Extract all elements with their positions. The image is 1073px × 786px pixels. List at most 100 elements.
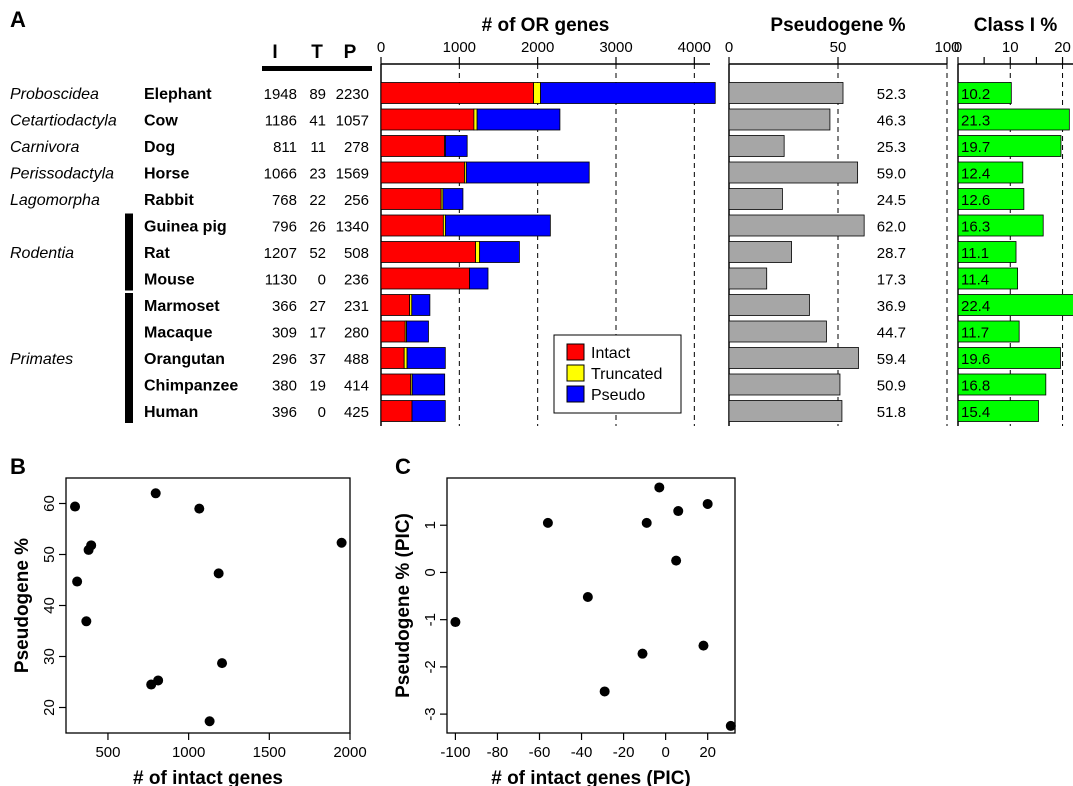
pseudo-bar <box>411 294 431 316</box>
truncated-count: 22 <box>309 192 326 209</box>
intact-bar <box>380 294 411 316</box>
intact-count: 366 <box>272 298 297 315</box>
intact-count: 296 <box>272 351 297 368</box>
pseudogene-bar <box>728 82 844 104</box>
clade-label: Primates <box>10 351 73 368</box>
scatter-b-point <box>81 616 92 627</box>
pseudogene-bar <box>728 214 865 237</box>
intact-count: 380 <box>272 378 297 395</box>
or-tick-label: 3000 <box>599 39 632 56</box>
scatter-c-x-axis-label: # of intact genes (PIC) <box>491 768 691 786</box>
class1-bar <box>957 108 1070 131</box>
scatter-c-y-axis-label: Pseudogene % (PIC) <box>393 513 414 698</box>
scatter-c-y-tick-label: 0 <box>422 568 439 576</box>
species-label: Horse <box>144 166 189 183</box>
clade-label: Rodentia <box>10 245 74 262</box>
pseudo-count: 414 <box>344 378 369 395</box>
intact-count: 796 <box>272 219 297 236</box>
class1-bar <box>957 161 1024 184</box>
or-tick-label: 4000 <box>678 39 711 56</box>
pseudo-count: 1057 <box>336 113 369 130</box>
species-label: Rat <box>144 245 170 262</box>
pseudogene-bar <box>728 241 792 263</box>
species-label: Human <box>144 404 198 421</box>
intact-count: 396 <box>272 404 297 421</box>
scatter-c-point <box>654 482 665 493</box>
intact-count: 1130 <box>265 272 297 289</box>
clade-bracket <box>125 213 133 291</box>
species-label: Rabbit <box>144 192 194 209</box>
scatter-c-point <box>725 720 736 731</box>
pseudogene-value-label: 59.4 <box>877 351 906 368</box>
class1-value-label: 22.4 <box>961 298 990 315</box>
scatter-c-x-tick-label: -80 <box>487 744 509 761</box>
class1-value-label: 11.4 <box>961 272 989 289</box>
pseudogene-bar <box>728 161 859 184</box>
intact-bar <box>380 161 465 184</box>
pseudo-bar <box>411 373 446 396</box>
scatter-b-y-tick-label: 20 <box>41 699 58 716</box>
class1-value-label: 10.2 <box>961 86 990 103</box>
or-title: # of OR genes <box>482 15 610 36</box>
clade-bracket <box>125 293 133 423</box>
pseudo-count: 2230 <box>336 86 369 103</box>
intact-bar <box>380 214 444 237</box>
intact-bar <box>380 320 406 343</box>
truncated-count: 26 <box>309 219 326 236</box>
pseudogene-value-label: 25.3 <box>877 139 906 156</box>
class1-value-label: 11.1 <box>961 245 989 262</box>
scatter-b-x-axis-label: # of intact genes <box>133 768 283 786</box>
pseudo-count: 488 <box>344 351 369 368</box>
scatter-b-point <box>217 658 228 669</box>
legend-swatch-intact <box>566 343 585 361</box>
scatter-c-x-tick-label: -60 <box>529 744 551 761</box>
class-one-percent-chart: Class I % 0 10 20 10.2 21.3 19.7 12.4 12.6 16.3 11… <box>954 15 1073 426</box>
pseudo-bar <box>411 400 446 422</box>
species-label: Guinea pig <box>144 219 227 236</box>
class1-tick-label: 20 <box>1054 39 1071 56</box>
class1-value-label: 16.8 <box>961 378 990 395</box>
col-header-t: T <box>311 42 323 63</box>
truncated-bar <box>473 108 478 131</box>
intact-count: 768 <box>272 192 297 209</box>
scatter-b-plot-frame <box>65 477 351 734</box>
legend-label-pseudo: Pseudo <box>591 387 645 404</box>
class1-bar <box>957 347 1061 369</box>
clade-label: Cetartiodactyla <box>10 113 117 130</box>
pseudo-bar <box>540 82 716 104</box>
scatter-c-point <box>673 506 684 517</box>
truncated-bar <box>403 347 408 369</box>
legend-swatch-pseudo <box>566 385 585 403</box>
pseudo-count: 256 <box>344 192 369 209</box>
class1-bar <box>957 373 1047 396</box>
class1-title: Class I % <box>974 15 1058 36</box>
species-label: Mouse <box>144 272 195 289</box>
intact-bar <box>380 267 470 290</box>
species-label: Elephant <box>144 86 212 103</box>
pseudo-tick-label: 100 <box>934 39 959 56</box>
row-labels: Proboscidea Cetartiodactyla Carnivora Peris… <box>10 86 369 423</box>
scatter-c-point <box>450 617 461 628</box>
scatter-b-y-axis-label: Pseudogene % <box>12 538 33 673</box>
scatter-b-x-tick-label: 1500 <box>253 744 286 761</box>
pseudo-bar <box>444 135 468 157</box>
class1-bar <box>957 294 1073 316</box>
truncated-count: 11 <box>310 139 326 156</box>
scatter-c-plot-frame <box>446 477 736 734</box>
intact-bar <box>380 400 413 422</box>
species-label: Dog <box>144 139 175 156</box>
scatter-c-point <box>641 517 652 528</box>
scatter-b-point <box>150 488 161 499</box>
clade-label: Proboscidea <box>10 86 99 103</box>
truncated-count: 41 <box>309 113 326 130</box>
truncated-count: 27 <box>309 298 326 315</box>
intact-count: 1186 <box>265 113 297 130</box>
scatter-c-y-tick-label: 1 <box>422 521 439 529</box>
pseudo-count: 508 <box>344 245 369 262</box>
pseudo-bar <box>406 347 446 369</box>
species-label: Marmoset <box>144 298 220 315</box>
intact-bar <box>380 188 442 210</box>
truncated-count: 37 <box>309 351 326 368</box>
pseudo-tick-label: 50 <box>830 39 847 56</box>
